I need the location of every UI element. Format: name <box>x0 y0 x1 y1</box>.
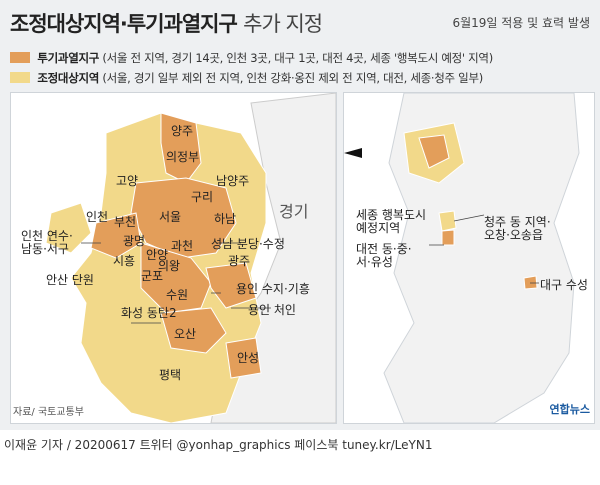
region-label-anyang: 안양 <box>146 248 169 262</box>
region-label-cheongju: 청주 동 지역· 오창·오송읍 <box>484 215 551 242</box>
region-label-osan: 오산 <box>174 327 197 341</box>
right-map-panel: 세종 행복도시 예정지역 청주 동 지역· 오창·오송읍 대전 동·중· 서·유… <box>343 92 595 424</box>
region-label-daejeon: 대전 동·중· 서·유성 <box>356 242 412 269</box>
region-label-sejong: 세종 행복도시 예정지역 <box>356 208 427 235</box>
region-label-namyangju: 남양주 <box>216 174 250 188</box>
region-label-hwaseong: 화성 동탄2 <box>121 306 177 320</box>
legend-item-adjustment: 조정대상지역 (서울, 경기 일부 제외 전 지역, 인천 강화·옹진 제외 전… <box>10 70 483 86</box>
region-label-hanam: 하남 <box>214 212 237 226</box>
title-main: 조정대상지역·투기과열지구 <box>10 12 238 36</box>
region-label-gyeonggi: 경기 <box>279 202 309 221</box>
region-label-ansan: 안산 단원 <box>46 273 94 287</box>
title-sub: 추가 지정 <box>243 12 323 36</box>
region-label-yangju: 양주 <box>171 124 194 138</box>
region-label-seongnam: 성남 분당·수정 <box>211 237 285 251</box>
region-label-bucheon: 부천 <box>114 215 137 229</box>
legend-swatch-dark <box>10 52 30 63</box>
region-label-pyeongtaek: 평택 <box>159 368 182 382</box>
region-label-guri: 구리 <box>191 190 214 204</box>
region-label-seoul: 서울 <box>159 210 182 224</box>
region-label-gwangju: 광주 <box>228 254 251 268</box>
legend-label: 조정대상지역 <box>37 71 100 85</box>
region-label-uiwang: 의왕 <box>158 259 181 273</box>
region-label-gunpo: 군포 <box>141 269 164 283</box>
legend-detail: (서울, 경기 일부 제외 전 지역, 인천 강화·옹진 제외 전 지역, 대전… <box>102 71 483 85</box>
region-label-goyang: 고양 <box>116 174 139 188</box>
credit-line: 이재윤 기자 / 20200617 트위터 @yonhap_graphics 페… <box>4 438 433 452</box>
region-label-gwangmyeong: 광명 <box>123 234 146 248</box>
legend-item-speculation: 투기과열지구 (서울 전 지역, 경기 14곳, 인천 3곳, 대구 1곳, 대… <box>10 50 493 66</box>
region-label-siheung: 시흥 <box>113 254 136 268</box>
region-label-incheon-sub: 인천 연수· 남동·서구 <box>21 229 73 256</box>
effective-date-note: 6월19일 적용 및 효력 발생 <box>452 16 590 30</box>
source-note: 자료/ 국토교통부 <box>13 407 84 418</box>
legend-detail: (서울 전 지역, 경기 14곳, 인천 3곳, 대구 1곳, 대전 4곳, 세… <box>102 51 493 65</box>
region-label-daegu: 대구 수성 <box>540 278 588 292</box>
region-label-incheon: 인천 <box>86 210 109 224</box>
right-map-svg <box>344 93 594 423</box>
region-label-suwon: 수원 <box>166 288 189 302</box>
left-map-svg <box>11 93 336 423</box>
region-label-yongin-sugi: 용인 수지·기흥 <box>236 282 310 296</box>
yonhap-logo: 연합뉴스 <box>549 403 590 416</box>
legend-label: 투기과열지구 <box>37 51 100 65</box>
region-label-gwacheon: 과천 <box>171 239 194 253</box>
page-title: 조정대상지역·투기과열지구 추가 지정 <box>10 8 323 38</box>
region-label-yongin-cheoin: 용인 처인 <box>248 303 296 317</box>
left-map-panel: 양주 의정부 고양 남양주 구리 인천 부천 서울 하남 경기 광명 과천 인천… <box>10 92 337 424</box>
legend-swatch-light <box>10 72 30 83</box>
region-label-anseong: 안성 <box>237 351 260 365</box>
region-label-uijeongbu: 의정부 <box>166 150 200 164</box>
